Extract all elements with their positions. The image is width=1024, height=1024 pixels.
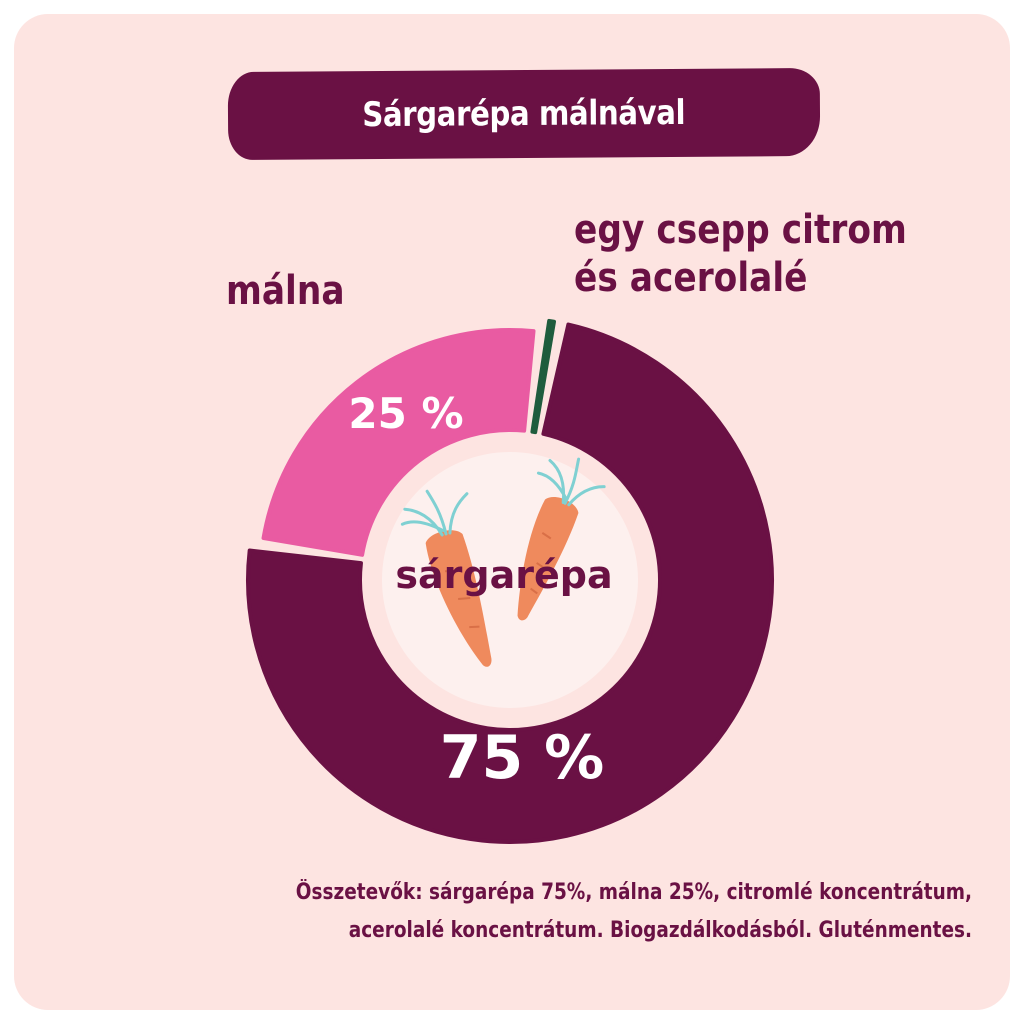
label-citrom-line1: egy csepp citrom <box>574 207 907 253</box>
ingredients-line1: Összetevők: sárgarépa 75%, málna 25%, ci… <box>295 880 972 905</box>
carrot-icon <box>400 457 606 667</box>
ingredients-line2: acerolalé koncentrátum. Biogazdálkodásbó… <box>348 918 973 943</box>
label-citrom-line2: és acerolalé <box>574 255 808 301</box>
slice-labels: 75 % 25 % <box>348 389 604 793</box>
label-citrom-acerola: egy csepp citrom és acerolalé <box>574 206 907 302</box>
value-label-malna: 25 % <box>348 389 463 438</box>
slice-malna <box>261 328 536 557</box>
slice-citrom-acerola <box>530 318 557 435</box>
value-label-sargarepa: 75 % <box>440 723 605 793</box>
ingredients-text: Összetevők: sárgarépa 75%, málna 25%, ci… <box>296 874 972 950</box>
center-label: sárgarépa <box>395 553 612 597</box>
slice-sargarepa <box>246 322 774 844</box>
donut-slices <box>246 318 774 844</box>
label-malna: málna <box>226 268 345 314</box>
